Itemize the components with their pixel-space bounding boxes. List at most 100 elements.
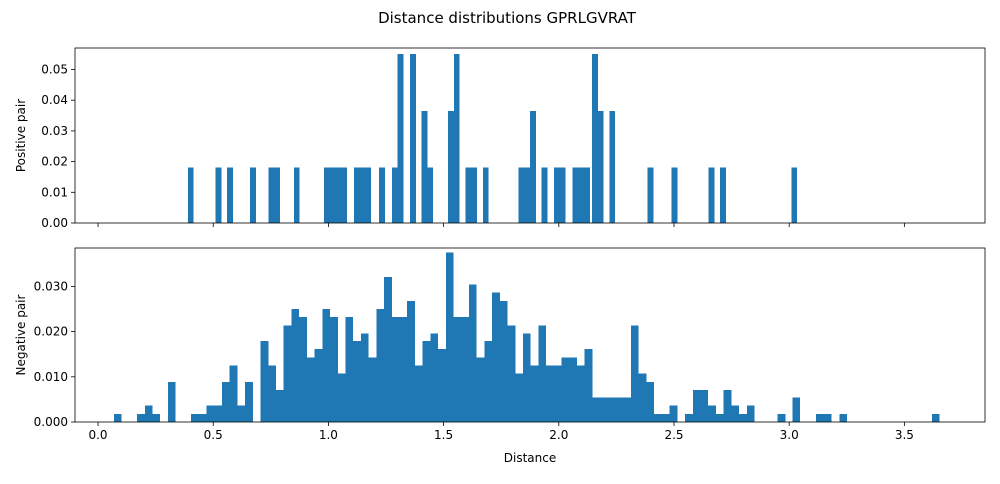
chart0-bar	[465, 167, 472, 223]
chart1-bar	[291, 309, 300, 422]
chart1-bar	[492, 292, 500, 422]
chart1-bar	[414, 365, 423, 422]
chart0-bar	[329, 167, 336, 223]
chart1-bar	[692, 389, 701, 422]
chart1-y-tick-label: 0.030	[34, 279, 68, 293]
chart0-bar	[365, 167, 372, 223]
chart0-bar	[524, 167, 530, 223]
chart1-bar	[507, 325, 516, 422]
chart0-bar	[708, 167, 715, 223]
chart1-bar	[330, 317, 338, 422]
chart1-bar	[700, 389, 709, 422]
chart1-bar	[553, 365, 562, 422]
chart0-bar	[584, 167, 590, 223]
chart1-y-tick-label: 0.000	[34, 415, 68, 429]
chart1-bar	[577, 365, 585, 422]
chart1-x-tick-label: 2.5	[664, 428, 683, 442]
chart0-bar	[293, 167, 300, 223]
chart0-bar	[530, 110, 536, 223]
chart0-bar	[379, 167, 385, 223]
chart1-x-tick-label: 3.5	[895, 428, 914, 442]
chart1-bar	[708, 405, 716, 422]
chart1-bar	[283, 325, 292, 422]
chart1-y-tick-label: 0.010	[34, 370, 68, 384]
chart0-bar	[397, 54, 404, 223]
chart1-x-tick-label: 0.0	[88, 428, 107, 442]
chart1-bar	[144, 405, 153, 422]
chart1-bar	[152, 413, 161, 422]
chart1-bar	[376, 309, 385, 422]
chart1-bar	[816, 413, 824, 422]
chart0-bar	[554, 167, 560, 223]
chart0-bar	[482, 167, 489, 223]
chart1-bar	[646, 381, 655, 422]
chart1-bar	[430, 333, 439, 422]
chart1-bar	[345, 317, 354, 422]
chart1-bar	[584, 349, 593, 422]
chart1-bar	[723, 389, 732, 422]
chart1-bar	[607, 397, 616, 422]
chart1-bar	[407, 300, 415, 422]
negative-pair-histogram: 0.0 0.5 1.0 1.5 2.0 2.5 3.0 3.5 0.000 0.010 0.020 0…	[14, 247, 986, 465]
chart1-bar	[792, 397, 801, 422]
chart1-y-tick-label: 0.020	[34, 325, 68, 339]
chart1-bar	[113, 413, 122, 422]
chart0-bar	[791, 167, 798, 223]
chart0-y-tick-label: 0.04	[41, 93, 68, 107]
chart1-bar	[268, 365, 277, 422]
chart1-bar	[399, 317, 408, 422]
chart0-bar	[353, 167, 360, 223]
chart0-bar	[453, 54, 460, 223]
chart0-bar	[427, 167, 434, 223]
chart1-bar	[245, 381, 253, 422]
chart1-bar	[337, 373, 346, 422]
chart0-y-tick-label: 0.01	[41, 185, 68, 199]
chart0-axes-frame	[74, 47, 986, 224]
chart1-axes-frame	[74, 247, 986, 423]
chart1-bar	[260, 341, 269, 422]
chart0-y-axis-label: Positive pair	[14, 99, 28, 172]
chart1-bar	[661, 413, 670, 422]
chart0-bar	[359, 167, 366, 223]
chart0-y-tick-label: 0.02	[41, 155, 68, 169]
chart0-y-tick-label: 0.00	[41, 216, 68, 230]
chart1-bar	[823, 413, 832, 422]
chart1-x-tick-label: 3.0	[780, 428, 799, 442]
chart0-bar	[410, 54, 416, 223]
chart1-bar	[306, 357, 315, 422]
chart0-bar	[391, 167, 398, 223]
chart1-bar	[777, 413, 786, 422]
chart1-bar	[638, 373, 647, 422]
chart1-bar	[839, 413, 848, 422]
chart1-bar	[623, 397, 632, 422]
chart0-bar	[578, 167, 585, 223]
chart1-bar	[746, 405, 755, 422]
chart1-bar	[499, 300, 508, 422]
chart1-x-tick-label: 2.0	[549, 428, 568, 442]
chart1-bar	[631, 325, 639, 422]
chart1-bar	[198, 413, 207, 422]
chart1-bar	[422, 341, 431, 422]
chart1-bar	[468, 284, 477, 422]
chart1-bar	[191, 413, 199, 422]
chart0-y-tick-label: 0.03	[41, 124, 68, 138]
chart0-bar	[609, 110, 616, 223]
chart1-bar	[353, 341, 361, 422]
chart1-bar	[476, 357, 485, 422]
chart1-bar	[384, 276, 392, 422]
chart1-bar	[276, 389, 284, 422]
chart0-bar	[671, 167, 678, 223]
chart0-bar	[647, 167, 654, 223]
chart1-bar	[322, 309, 331, 422]
chart1-bar	[299, 317, 307, 422]
chart1-bar	[461, 317, 469, 422]
chart0-bar	[323, 167, 330, 223]
chart0-bar	[274, 167, 281, 223]
chart1-bar	[615, 397, 624, 422]
chart0-bar	[572, 167, 579, 223]
chart0-bar	[250, 167, 256, 223]
chart0-bar	[227, 167, 233, 223]
chart0-bar	[341, 167, 347, 223]
chart1-bar	[167, 381, 176, 422]
chart0-bar	[559, 167, 566, 223]
